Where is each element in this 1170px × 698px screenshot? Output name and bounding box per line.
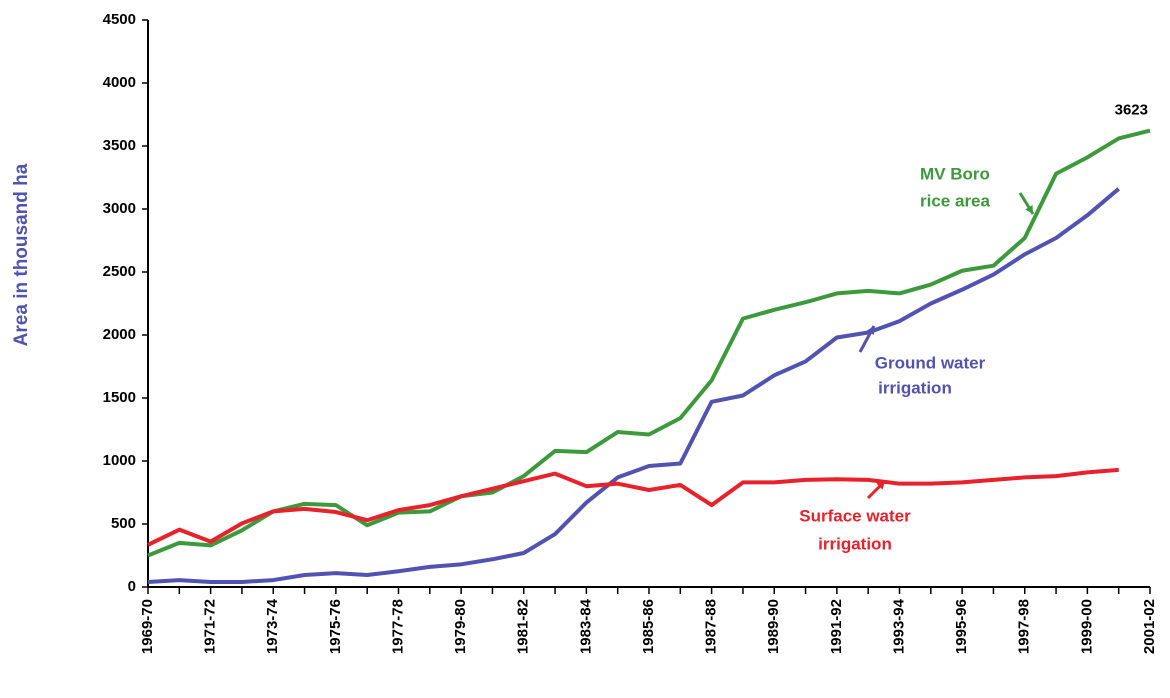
x-tick-label: 1981-82: [515, 599, 532, 654]
series-label: irrigation: [818, 534, 892, 553]
y-tick-label: 4000: [103, 74, 136, 91]
x-tick-label: 1973-74: [264, 598, 281, 654]
y-tick-label: 500: [111, 515, 136, 532]
y-tick-label: 1000: [103, 452, 136, 469]
x-tick-label: 1969-70: [139, 599, 156, 654]
x-tick-label: 1975-76: [327, 599, 344, 654]
y-tick-label: 3500: [103, 137, 136, 154]
x-tick-label: 1999-00: [1078, 599, 1095, 654]
y-tick-label: 3000: [103, 200, 136, 217]
y-tick-label: 2500: [103, 263, 136, 280]
series-label: Ground water: [875, 353, 986, 372]
x-tick-label: 1993-94: [890, 598, 907, 654]
x-tick-label: 1979-80: [452, 599, 469, 654]
y-tick-label: 2000: [103, 326, 136, 343]
series-label: irrigation: [878, 378, 952, 397]
y-axis-label: Area in thousand ha: [11, 163, 32, 346]
x-tick-label: 1987-88: [703, 599, 720, 654]
arrow-head: [1025, 205, 1033, 214]
arrow-head: [876, 481, 885, 490]
series-label: Surface water: [799, 506, 911, 525]
series-label: rice area: [920, 191, 990, 210]
x-tick-label: 1977-78: [389, 599, 406, 654]
series-line: [147, 467, 1119, 547]
series-line: [147, 187, 1120, 584]
x-tick-label: 1983-84: [577, 598, 594, 654]
arrow-head: [866, 326, 875, 335]
y-tick-label: 0: [128, 578, 136, 595]
series-line: [147, 128, 1151, 558]
y-tick-label: 4500: [103, 11, 136, 28]
x-tick-label: 1991-92: [828, 599, 845, 654]
x-tick-label: 1997-98: [1016, 599, 1033, 654]
x-tick-label: 2001-02: [1141, 599, 1158, 654]
x-tick-label: 1971-72: [202, 599, 219, 654]
x-tick-label: 1989-90: [765, 599, 782, 654]
x-tick-label: 1985-86: [640, 599, 657, 654]
series-label: MV Boro: [920, 164, 990, 183]
x-tick-label: 1995-96: [953, 599, 970, 654]
data-label: 3623: [1115, 101, 1148, 118]
y-tick-label: 1500: [103, 389, 136, 406]
